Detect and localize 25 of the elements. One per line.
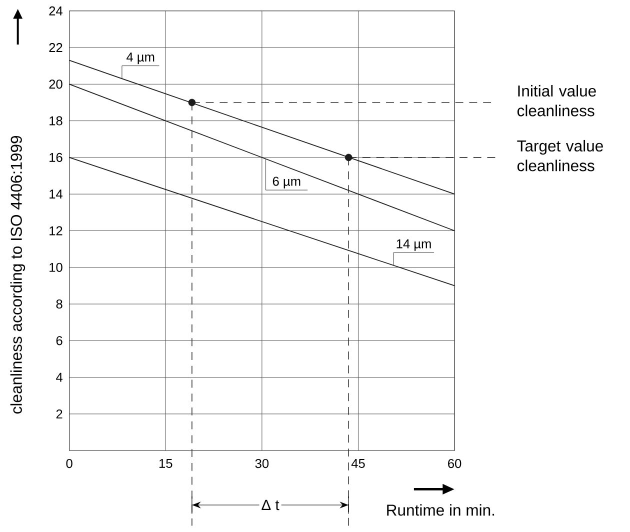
y-tick-label: 12: [50, 226, 62, 236]
y-tick-label: 20: [49, 80, 62, 89]
x-tick-label: 15: [159, 459, 172, 468]
y-tick-label: 16: [50, 153, 62, 162]
x-tick-label: 45: [351, 459, 365, 468]
y-tick-label: 24: [49, 6, 62, 16]
y-tick-label: 6: [56, 336, 62, 346]
y-tick-label: 8: [56, 300, 62, 309]
y-tick-label: 18: [50, 116, 62, 126]
series-label: 6 µm: [272, 176, 300, 188]
ref-line-label: Target value cleanliness: [517, 140, 603, 172]
x-axis-title: Runtime in min.: [387, 504, 494, 516]
text: Δ t: [262, 500, 280, 510]
y-tick-label: 10: [50, 262, 62, 272]
y-tick-label: 22: [49, 43, 62, 52]
x-tick-label: 60: [448, 459, 462, 468]
x-tick-label: 0: [66, 459, 72, 468]
y-tick-label: 2: [56, 410, 62, 419]
series-label: 14 µm: [396, 240, 431, 251]
series-label: 4 µm: [126, 52, 154, 64]
x-tick-label: 30: [255, 459, 269, 468]
y-tick-label: 4: [56, 373, 62, 382]
y-tick-label: 14: [50, 190, 62, 199]
ref-line-label: Initial value cleanliness: [517, 85, 596, 116]
y-axis-title: cleanliness according to ISO 4406:1999: [10, 136, 26, 414]
